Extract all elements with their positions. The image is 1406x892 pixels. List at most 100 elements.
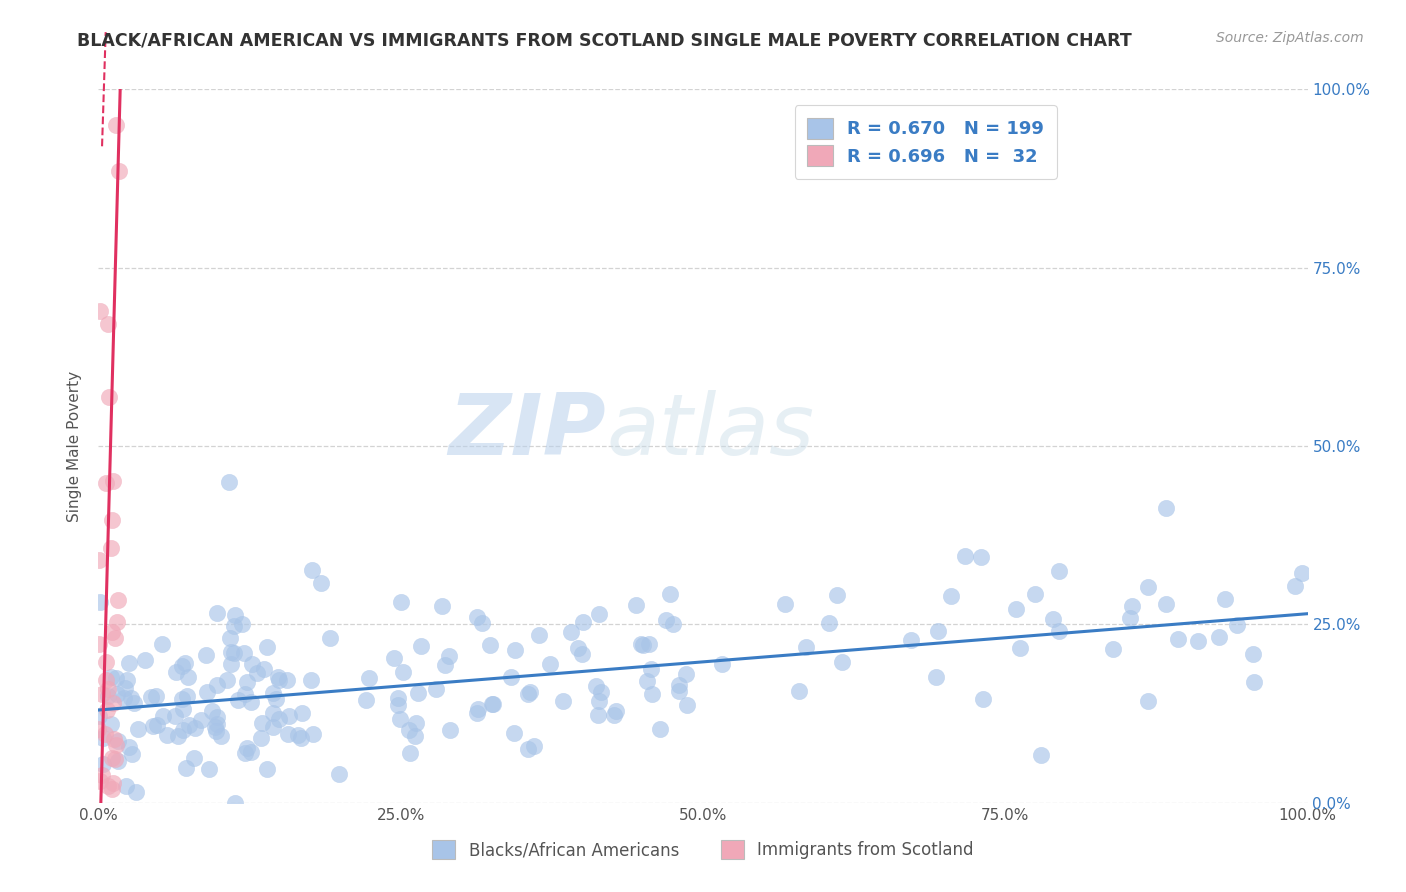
Point — [1024, 587, 1046, 601]
Point — [328, 767, 350, 781]
Point — [174, 761, 197, 775]
Point — [104, 631, 127, 645]
Point — [100, 513, 122, 527]
Point — [519, 685, 541, 699]
Point — [787, 683, 810, 698]
Point — [226, 693, 249, 707]
Point — [1119, 611, 1142, 625]
Point — [1101, 642, 1123, 657]
Point — [675, 667, 697, 681]
Point — [567, 640, 589, 655]
Point — [1136, 694, 1159, 708]
Point — [115, 673, 138, 688]
Point — [120, 690, 142, 705]
Point — [107, 593, 129, 607]
Point — [631, 638, 654, 652]
Point — [87, 709, 110, 723]
Point — [437, 649, 460, 664]
Point — [91, 731, 114, 745]
Point — [553, 693, 575, 707]
Point — [517, 742, 540, 756]
Point — [176, 670, 198, 684]
Point — [100, 717, 122, 731]
Point — [405, 715, 427, 730]
Point — [711, 657, 734, 671]
Point — [503, 642, 526, 657]
Point — [195, 685, 218, 699]
Point — [103, 731, 125, 746]
Point — [586, 708, 609, 723]
Point — [218, 475, 240, 489]
Point — [603, 708, 626, 723]
Point — [172, 723, 194, 738]
Point — [231, 616, 253, 631]
Point — [1284, 579, 1306, 593]
Point — [205, 723, 228, 738]
Point — [152, 709, 174, 723]
Point — [224, 796, 246, 810]
Point — [1187, 633, 1209, 648]
Point — [1029, 747, 1052, 762]
Point — [267, 673, 290, 687]
Point — [256, 762, 278, 776]
Point — [638, 637, 661, 651]
Point — [605, 704, 627, 718]
Point — [190, 713, 212, 727]
Point — [97, 779, 120, 793]
Point — [103, 474, 125, 488]
Text: BLACK/AFRICAN AMERICAN VS IMMIGRANTS FROM SCOTLAND SINGLE MALE POVERTY CORRELATI: BLACK/AFRICAN AMERICAN VS IMMIGRANTS FRO… — [77, 31, 1132, 49]
Point — [659, 586, 682, 600]
Point — [825, 588, 848, 602]
Point — [927, 624, 949, 638]
Point — [503, 726, 526, 740]
Point — [124, 785, 146, 799]
Point — [585, 679, 607, 693]
Point — [240, 695, 263, 709]
Point — [224, 618, 246, 632]
Point — [145, 689, 167, 703]
Point — [232, 647, 254, 661]
Point — [103, 776, 125, 790]
Point — [299, 673, 322, 687]
Point — [108, 164, 131, 178]
Point — [588, 607, 610, 621]
Point — [527, 628, 550, 642]
Point — [91, 757, 114, 772]
Point — [267, 670, 290, 684]
Point — [107, 755, 129, 769]
Point — [970, 549, 993, 564]
Point — [235, 687, 257, 701]
Point — [1154, 598, 1177, 612]
Point — [94, 655, 117, 669]
Point — [97, 681, 120, 696]
Point — [94, 726, 117, 740]
Point — [127, 722, 149, 736]
Point — [1004, 602, 1026, 616]
Point — [650, 723, 672, 737]
Point — [406, 686, 429, 700]
Point — [1167, 632, 1189, 646]
Point — [1047, 564, 1070, 578]
Point — [107, 733, 129, 747]
Point — [121, 747, 143, 762]
Point — [640, 661, 662, 675]
Point — [195, 648, 218, 662]
Point — [205, 717, 228, 731]
Point — [439, 723, 461, 737]
Point — [87, 722, 110, 736]
Point — [118, 656, 141, 670]
Point — [266, 691, 288, 706]
Point — [184, 721, 207, 735]
Point — [101, 751, 124, 765]
Point — [571, 647, 593, 661]
Point — [523, 739, 546, 753]
Point — [183, 751, 205, 765]
Point — [236, 740, 259, 755]
Point — [253, 662, 276, 676]
Point — [170, 692, 193, 706]
Point — [1241, 647, 1264, 661]
Point — [114, 681, 136, 695]
Point — [233, 747, 256, 761]
Point — [941, 590, 963, 604]
Point — [290, 731, 312, 746]
